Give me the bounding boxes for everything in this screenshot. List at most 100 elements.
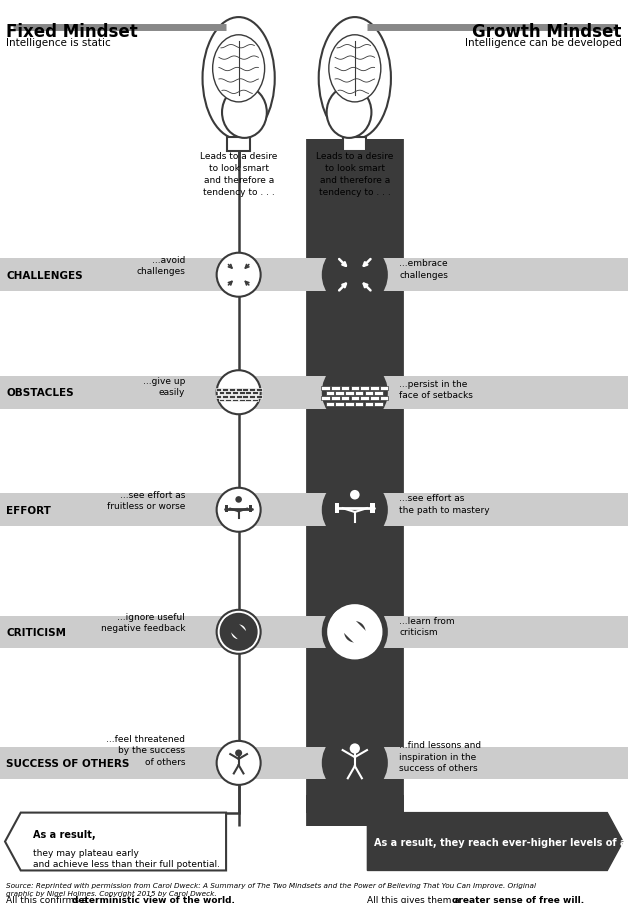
Bar — [365, 392, 373, 396]
Text: Intelligence is static: Intelligence is static — [6, 38, 111, 48]
Polygon shape — [367, 813, 623, 870]
Text: Leads to a desire
to look smart
and therefore a
tendency to . . .: Leads to a desire to look smart and ther… — [316, 152, 394, 197]
Bar — [215, 388, 222, 391]
Text: they may plateau early
and achieve less than their full potential.: they may plateau early and achieve less … — [33, 848, 220, 868]
Ellipse shape — [202, 18, 275, 140]
Text: ...avoid
challenges: ...avoid challenges — [136, 256, 185, 276]
Circle shape — [217, 254, 261, 297]
Bar — [325, 402, 334, 406]
Bar — [229, 388, 235, 391]
Bar — [321, 386, 330, 390]
Text: deterministic view of the world.: deterministic view of the world. — [72, 895, 235, 903]
Text: As a result, they reach ever-higher levels of achievement.: As a result, they reach ever-higher leve… — [374, 836, 628, 847]
Text: Fixed Mindset: Fixed Mindset — [6, 23, 138, 41]
Bar — [350, 396, 359, 401]
Bar — [345, 402, 354, 406]
Ellipse shape — [222, 88, 267, 139]
Bar — [350, 386, 359, 390]
Text: ...learn from
criticism: ...learn from criticism — [399, 616, 455, 637]
Bar — [0, 259, 628, 292]
Text: Leads to a desire
to look smart
and therefore a
tendency to . . .: Leads to a desire to look smart and ther… — [200, 152, 278, 197]
Bar — [0, 616, 628, 648]
Bar — [225, 399, 231, 402]
Bar — [370, 396, 379, 401]
Bar — [239, 392, 244, 395]
Circle shape — [217, 489, 261, 532]
Text: ...find lessons and
inspiration in the
success of others: ...find lessons and inspiration in the s… — [399, 740, 482, 772]
Bar — [0, 377, 628, 409]
Text: CHALLENGES: CHALLENGES — [6, 270, 83, 281]
Ellipse shape — [327, 88, 371, 139]
Bar — [374, 402, 383, 406]
Bar — [341, 386, 349, 390]
Bar — [355, 392, 364, 396]
Text: Source: Reprinted with permission from Carol Dweck: A Summary of The Two Mindset: Source: Reprinted with permission from C… — [6, 882, 536, 896]
Bar — [242, 396, 248, 398]
Bar — [370, 386, 379, 390]
Bar — [225, 506, 228, 513]
Ellipse shape — [318, 18, 391, 140]
Bar — [219, 399, 224, 402]
Bar — [246, 392, 251, 395]
Bar — [252, 392, 258, 395]
Circle shape — [236, 497, 242, 503]
Circle shape — [350, 490, 360, 500]
Bar — [215, 396, 222, 398]
Circle shape — [323, 244, 387, 307]
Text: ...ignore useful
negative feedback: ...ignore useful negative feedback — [100, 612, 185, 633]
Bar — [252, 399, 258, 402]
Bar — [249, 388, 255, 391]
Text: OBSTACLES: OBSTACLES — [6, 387, 74, 398]
Circle shape — [323, 600, 387, 664]
Bar — [242, 388, 248, 391]
Text: EFFORT: EFFORT — [6, 505, 51, 516]
Circle shape — [323, 731, 387, 795]
Ellipse shape — [329, 36, 381, 103]
Bar — [355, 402, 364, 406]
Text: greater sense of free will.: greater sense of free will. — [452, 895, 584, 903]
Text: CRITICISM: CRITICISM — [6, 627, 67, 638]
Bar — [380, 396, 389, 401]
Bar — [321, 396, 330, 401]
Bar — [222, 388, 228, 391]
Bar — [222, 396, 228, 398]
Text: ...embrace
challenges: ...embrace challenges — [399, 259, 448, 280]
Bar — [232, 392, 238, 395]
Text: ...give up
easily: ...give up easily — [143, 377, 185, 397]
Circle shape — [323, 479, 387, 542]
Bar — [370, 503, 375, 514]
Text: ...see effort as
fruitless or worse: ...see effort as fruitless or worse — [107, 490, 185, 511]
Text: All this confirms a: All this confirms a — [6, 895, 90, 903]
Bar — [249, 506, 252, 513]
Bar — [325, 392, 334, 396]
Bar — [345, 392, 354, 396]
Bar — [341, 396, 349, 401]
Bar — [374, 392, 383, 396]
Bar — [256, 388, 262, 391]
Bar — [256, 396, 262, 398]
Bar — [249, 396, 255, 398]
Bar — [236, 388, 242, 391]
Circle shape — [217, 741, 261, 785]
Bar — [225, 392, 231, 395]
Bar — [227, 137, 250, 153]
Text: Growth Mindset: Growth Mindset — [472, 23, 622, 41]
Bar — [239, 399, 244, 402]
Bar — [0, 747, 628, 779]
Bar — [331, 396, 340, 401]
Polygon shape — [5, 813, 226, 870]
Text: As a result,: As a result, — [33, 829, 96, 840]
Text: ...see effort as
the path to mastery: ...see effort as the path to mastery — [399, 494, 490, 515]
Bar — [360, 386, 369, 390]
Bar — [344, 137, 366, 153]
Bar — [335, 503, 340, 514]
Bar — [219, 392, 224, 395]
Circle shape — [350, 743, 360, 754]
Bar — [246, 399, 251, 402]
Bar — [229, 396, 235, 398]
Bar — [236, 396, 242, 398]
Bar — [232, 399, 238, 402]
Bar — [365, 402, 373, 406]
Bar — [360, 396, 369, 401]
Bar — [335, 402, 344, 406]
